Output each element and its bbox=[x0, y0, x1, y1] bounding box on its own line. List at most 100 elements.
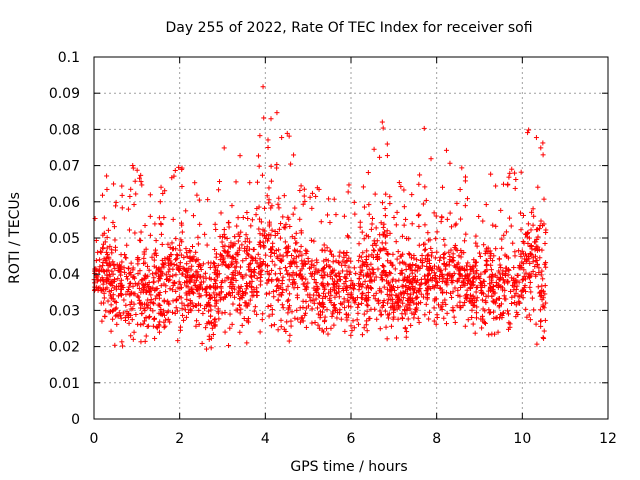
data-point bbox=[153, 286, 159, 292]
data-point bbox=[241, 315, 247, 321]
data-point bbox=[193, 286, 199, 292]
data-point bbox=[269, 307, 275, 313]
data-point bbox=[530, 255, 536, 261]
data-point bbox=[474, 285, 480, 291]
data-point bbox=[299, 273, 305, 279]
data-point bbox=[265, 144, 271, 150]
data-point bbox=[498, 207, 504, 213]
data-point bbox=[112, 342, 118, 348]
data-point bbox=[276, 205, 282, 211]
data-point bbox=[224, 250, 230, 256]
data-point bbox=[447, 160, 453, 166]
data-point bbox=[304, 248, 310, 254]
data-point bbox=[216, 271, 222, 277]
y-tick-label: 0.03 bbox=[49, 303, 80, 319]
data-point bbox=[200, 311, 206, 317]
data-point bbox=[444, 310, 450, 316]
data-point bbox=[464, 287, 470, 293]
data-point bbox=[484, 267, 490, 273]
data-point bbox=[399, 267, 405, 273]
data-point bbox=[479, 297, 485, 303]
data-point bbox=[128, 306, 134, 312]
data-point bbox=[130, 165, 136, 171]
data-point bbox=[187, 306, 193, 312]
data-point bbox=[344, 271, 350, 277]
data-points bbox=[91, 84, 549, 352]
data-point bbox=[331, 322, 337, 328]
data-point bbox=[465, 317, 471, 323]
data-point bbox=[119, 192, 125, 198]
data-point bbox=[265, 303, 271, 309]
data-point bbox=[442, 266, 448, 272]
data-point bbox=[137, 268, 143, 274]
data-point bbox=[418, 300, 424, 306]
data-point bbox=[278, 221, 284, 227]
data-point bbox=[118, 269, 124, 275]
data-point bbox=[157, 329, 163, 335]
data-point bbox=[177, 281, 183, 287]
data-point bbox=[336, 270, 342, 276]
data-point bbox=[125, 206, 131, 212]
data-point bbox=[141, 260, 147, 266]
data-point bbox=[448, 247, 454, 253]
data-point bbox=[283, 329, 289, 335]
data-point bbox=[221, 227, 227, 233]
data-point bbox=[206, 333, 212, 339]
data-point bbox=[204, 346, 210, 352]
data-point bbox=[403, 267, 409, 273]
data-point bbox=[195, 257, 201, 263]
data-point bbox=[322, 286, 328, 292]
data-point bbox=[408, 255, 414, 261]
data-point bbox=[339, 262, 345, 268]
data-point bbox=[233, 251, 239, 257]
data-point bbox=[321, 265, 327, 271]
data-point bbox=[401, 187, 407, 193]
data-point bbox=[360, 184, 366, 190]
data-point bbox=[122, 269, 128, 275]
data-point bbox=[257, 275, 263, 281]
data-point bbox=[390, 316, 396, 322]
data-point bbox=[147, 192, 153, 198]
data-point bbox=[525, 240, 531, 246]
data-point bbox=[333, 212, 339, 218]
data-point bbox=[464, 196, 470, 202]
data-point bbox=[235, 215, 241, 221]
data-point bbox=[513, 286, 519, 292]
data-point bbox=[198, 279, 204, 285]
data-point bbox=[116, 264, 122, 270]
data-point bbox=[273, 288, 279, 294]
data-point bbox=[356, 276, 362, 282]
data-point bbox=[299, 261, 305, 267]
data-point bbox=[485, 249, 491, 255]
data-point bbox=[365, 290, 371, 296]
data-point bbox=[362, 278, 368, 284]
data-point bbox=[167, 286, 173, 292]
data-point bbox=[140, 321, 146, 327]
data-point bbox=[170, 266, 176, 272]
data-point bbox=[383, 191, 389, 197]
data-point bbox=[211, 270, 217, 276]
data-point bbox=[212, 294, 218, 300]
data-point bbox=[110, 259, 116, 265]
data-point bbox=[193, 249, 199, 255]
data-point bbox=[245, 251, 251, 257]
data-point bbox=[199, 340, 205, 346]
data-point bbox=[462, 323, 468, 329]
data-point bbox=[161, 308, 167, 314]
data-point bbox=[271, 251, 277, 257]
data-point bbox=[438, 219, 444, 225]
data-point bbox=[196, 307, 202, 313]
data-point bbox=[277, 235, 283, 241]
data-point bbox=[425, 230, 431, 236]
data-point bbox=[298, 183, 304, 189]
data-point bbox=[440, 300, 446, 306]
data-point bbox=[479, 325, 485, 331]
data-point bbox=[450, 307, 456, 313]
data-point bbox=[395, 316, 401, 322]
data-point bbox=[227, 311, 233, 317]
data-point bbox=[184, 296, 190, 302]
data-point bbox=[235, 290, 241, 296]
data-point bbox=[261, 243, 267, 249]
data-point bbox=[361, 204, 367, 210]
data-point bbox=[359, 300, 365, 306]
